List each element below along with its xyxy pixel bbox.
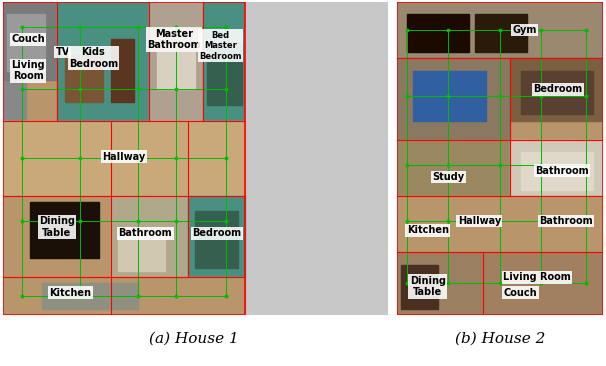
Text: Bed
Master
Bedroom: Bed Master Bedroom <box>199 31 242 60</box>
Bar <box>149 2 203 121</box>
Bar <box>245 117 388 315</box>
Bar <box>510 58 603 121</box>
Bar <box>397 2 603 58</box>
Bar <box>510 139 603 196</box>
Bar <box>3 121 245 196</box>
Text: Kids
Bedroom: Kids Bedroom <box>69 47 118 69</box>
Bar <box>521 152 593 190</box>
Bar <box>65 55 103 102</box>
Bar <box>188 196 245 277</box>
Bar <box>207 42 242 105</box>
Text: Bathroom: Bathroom <box>119 228 172 238</box>
Text: Master
Bathroom: Master Bathroom <box>147 29 201 50</box>
Bar <box>42 283 138 309</box>
Text: (b) House 2: (b) House 2 <box>454 332 545 346</box>
Text: Hallway: Hallway <box>102 152 146 162</box>
Bar <box>484 252 603 315</box>
Text: (a) House 1: (a) House 1 <box>149 332 239 346</box>
Bar <box>57 2 149 121</box>
Bar <box>3 196 149 277</box>
Bar <box>30 202 99 258</box>
Bar <box>3 277 245 315</box>
Bar <box>3 2 26 121</box>
Bar <box>397 58 510 139</box>
Bar <box>475 14 527 52</box>
Text: Bedroom: Bedroom <box>192 228 241 238</box>
Bar <box>157 52 196 89</box>
Bar <box>397 139 510 196</box>
Bar <box>3 2 57 80</box>
Text: Gym: Gym <box>513 25 537 35</box>
Text: Bedroom: Bedroom <box>533 85 582 94</box>
Bar <box>521 71 593 115</box>
Text: Living Room: Living Room <box>503 272 571 282</box>
Text: Dining
Table: Dining Table <box>39 216 75 238</box>
Bar <box>407 14 469 52</box>
Bar <box>7 14 45 71</box>
Text: Hallway: Hallway <box>458 216 501 226</box>
Text: Kitchen: Kitchen <box>407 225 449 235</box>
Text: Couch: Couch <box>504 288 538 298</box>
Text: TV: TV <box>56 47 70 57</box>
Text: Bathroom: Bathroom <box>539 216 593 226</box>
Bar <box>111 196 188 277</box>
Bar <box>196 212 238 268</box>
Bar <box>3 2 245 315</box>
Text: Kitchen: Kitchen <box>49 288 92 298</box>
Text: Study: Study <box>432 172 465 182</box>
Bar <box>119 234 165 271</box>
Bar <box>111 40 134 102</box>
Bar <box>203 2 245 121</box>
Text: Bathroom: Bathroom <box>535 166 588 176</box>
Text: Dining
Table: Dining Table <box>410 276 446 298</box>
Bar <box>397 196 603 252</box>
Text: Living
Room: Living Room <box>12 60 45 82</box>
Bar <box>245 2 388 121</box>
Text: Couch: Couch <box>12 34 45 44</box>
Bar <box>401 265 438 309</box>
Bar <box>413 71 485 121</box>
Bar <box>397 252 484 315</box>
